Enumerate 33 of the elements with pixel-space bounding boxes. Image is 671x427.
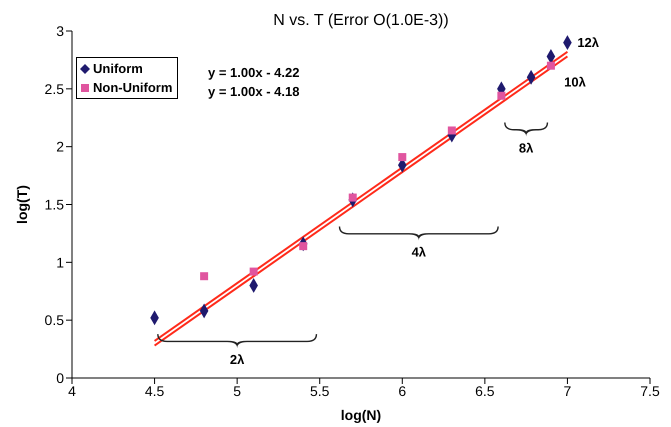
point [200, 272, 208, 280]
point [546, 62, 555, 70]
point [250, 268, 258, 276]
x-tick-label: 6 [398, 382, 406, 399]
y-axis-title: log(T) [14, 185, 30, 224]
y-tick-label: 2.5 [44, 80, 64, 97]
annotation: y = 1.00x - 4.22 [208, 65, 300, 80]
x-tick-label: 7.5 [640, 382, 660, 399]
x-tick-label: 4.5 [144, 382, 165, 399]
chart-title: N vs. T (Error O(1.0E-3)) [272, 12, 450, 30]
x-tick-label: 5 [233, 382, 242, 399]
y-tick-label: 0.5 [44, 312, 64, 328]
legend-label: Uniform [93, 60, 143, 78]
y-tick-label: 0 [56, 370, 64, 386]
point [398, 153, 406, 162]
x-axis-title: log(N) [340, 407, 382, 423]
point [497, 92, 506, 100]
point [448, 126, 456, 134]
x-tick-label: 4 [68, 382, 76, 399]
y-tick-label: 1 [56, 254, 64, 270]
y-tick-label: 1.5 [44, 196, 64, 212]
annotation: 4λ [412, 244, 427, 260]
x-tick-label: 5.5 [310, 382, 330, 399]
annotation: y = 1.00x - 4.18 [208, 84, 300, 99]
y-tick-label: 3 [56, 22, 64, 39]
y-tick-label: 2 [56, 138, 64, 155]
annotation: 12λ [577, 35, 600, 50]
legend-label: Non-Uniform [93, 79, 172, 97]
x-tick-label: 6.5 [475, 382, 495, 399]
annotation: 2λ [230, 352, 246, 368]
annotation: 10λ [564, 74, 587, 90]
x-tick-label: 7 [564, 382, 572, 399]
annotation: 8λ [518, 140, 534, 156]
